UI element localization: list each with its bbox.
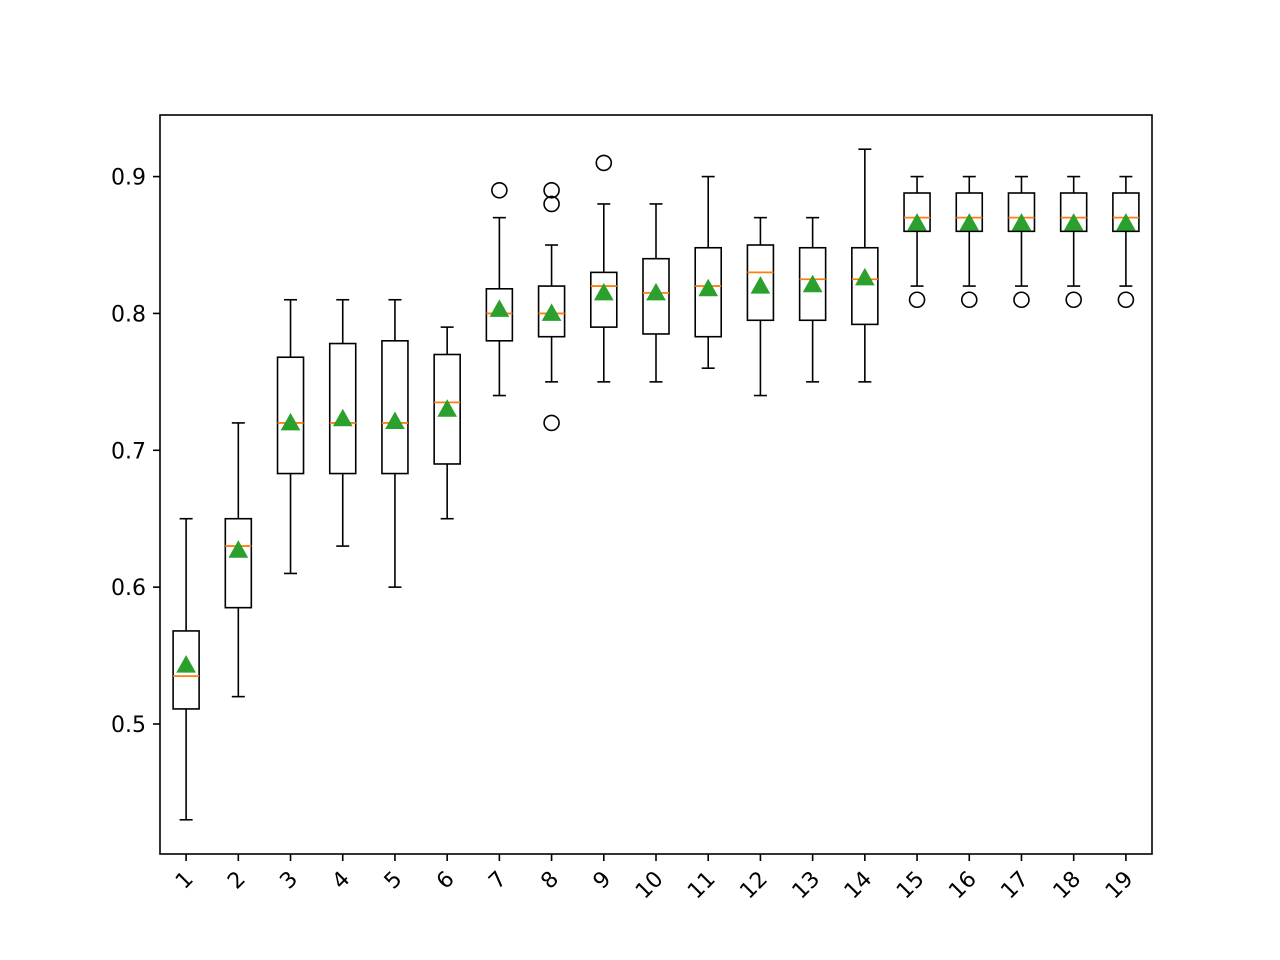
y-tick-label: 0.9 (111, 166, 146, 191)
mean-marker (1063, 213, 1084, 231)
mean-marker (802, 274, 823, 293)
box-group (1007, 175, 1036, 309)
mean-marker (750, 276, 771, 294)
box (851, 246, 879, 326)
box (642, 257, 670, 335)
mean-marker (593, 282, 614, 301)
box-group (1112, 175, 1140, 309)
box-group (276, 298, 305, 575)
box-group (851, 148, 879, 383)
outlier-point (543, 414, 560, 432)
box-group (903, 175, 931, 309)
box-group (1059, 175, 1088, 309)
box-group (172, 517, 200, 821)
mean-marker (385, 411, 405, 430)
mean-marker (541, 303, 562, 321)
box-group (694, 175, 723, 369)
mean-marker (437, 399, 458, 417)
outlier-point (491, 181, 508, 199)
mean-marker (1116, 213, 1136, 231)
box (433, 353, 461, 465)
outlier-point (543, 195, 560, 213)
mean-marker (176, 655, 196, 673)
box (746, 244, 775, 322)
box (955, 192, 984, 233)
box (903, 192, 931, 233)
box (276, 356, 305, 475)
box (172, 630, 200, 710)
box-group (642, 203, 670, 383)
mean-marker (489, 299, 510, 317)
box (485, 288, 514, 342)
box-group (955, 175, 984, 309)
box (1112, 192, 1140, 233)
mean-marker (698, 278, 719, 297)
outlier-point (960, 291, 978, 309)
mean-marker (959, 213, 980, 231)
mean-marker (332, 408, 353, 427)
y-tick-label: 0.6 (111, 576, 146, 601)
box (589, 271, 618, 328)
outlier-point (1065, 291, 1082, 309)
box-group (224, 422, 253, 698)
plot-area (172, 148, 1140, 821)
box (1059, 192, 1088, 233)
box (381, 340, 409, 475)
box (328, 342, 357, 475)
box-group (537, 181, 566, 432)
outlier-point (1013, 291, 1030, 309)
mean-marker (1011, 213, 1032, 231)
box (224, 517, 253, 609)
mean-marker (228, 540, 249, 558)
y-tick-label: 0.7 (111, 439, 146, 464)
box (1007, 192, 1036, 233)
outlier-point (1117, 291, 1135, 309)
box-group (485, 181, 514, 397)
box (694, 246, 723, 338)
y-tick-label: 0.5 (111, 713, 146, 738)
box-group (381, 298, 409, 588)
y-axis: 0.5 0.6 0.7 0.8 0.9 (111, 166, 160, 738)
mean-marker (280, 412, 301, 431)
mean-marker (646, 282, 666, 301)
box (798, 246, 827, 322)
mean-marker (907, 213, 927, 231)
mean-marker (854, 267, 875, 286)
y-tick-label: 0.8 (111, 302, 146, 327)
box-group (433, 326, 461, 520)
outlier-point (543, 181, 560, 199)
box-group (328, 298, 357, 547)
box-group (746, 216, 775, 397)
box-group (589, 154, 618, 383)
box (537, 285, 566, 338)
outlier-point (595, 154, 613, 172)
outlier-point (908, 291, 926, 309)
box-group (798, 216, 827, 383)
